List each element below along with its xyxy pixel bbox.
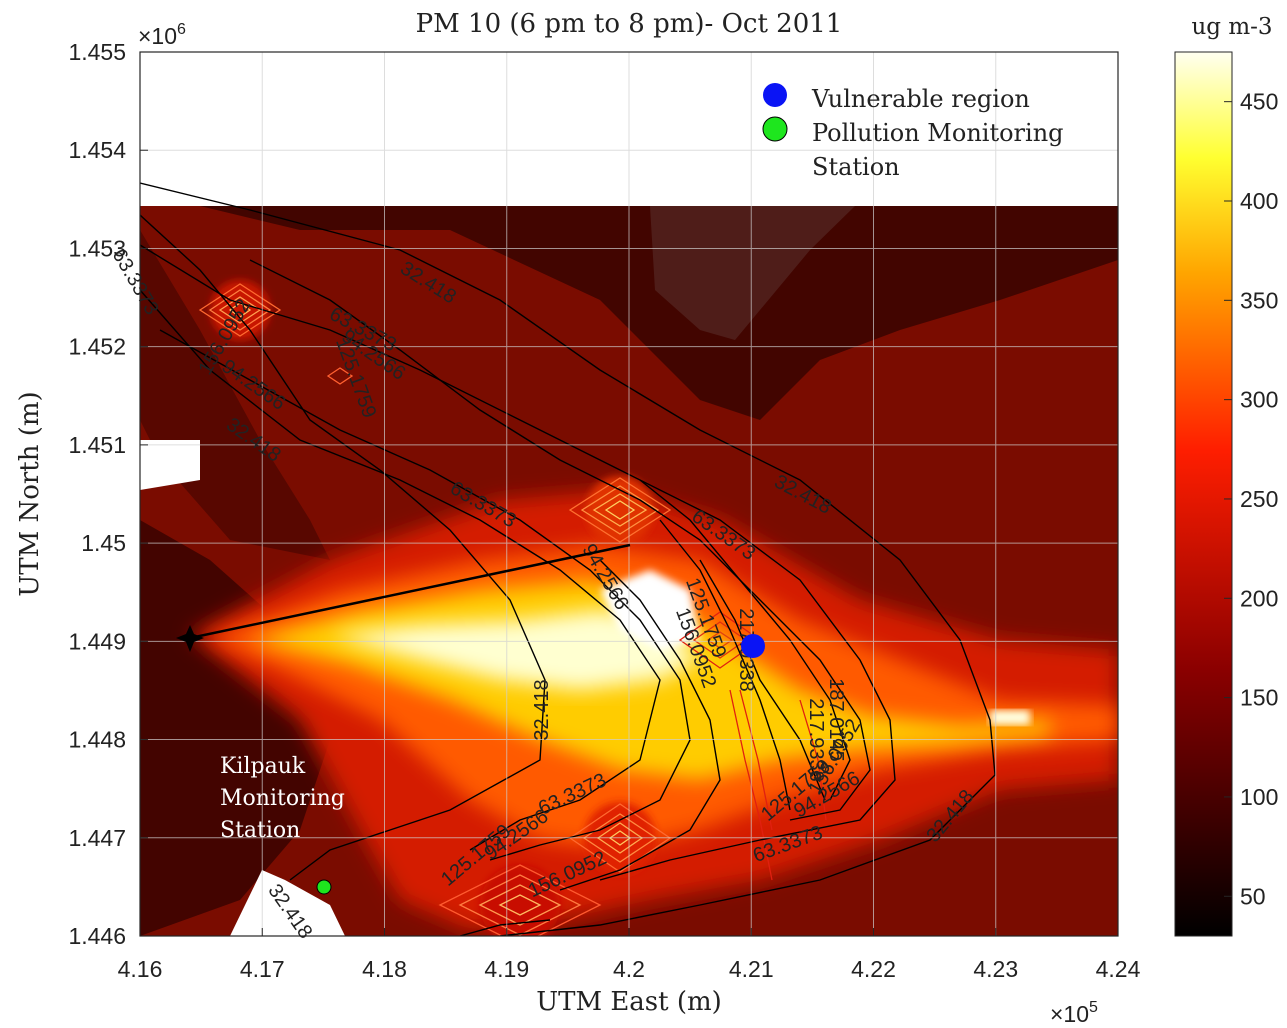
y-tick-label-9: 1.455 xyxy=(68,39,126,65)
x-tick-label-1: 4.17 xyxy=(240,956,285,982)
x-tick-label-7: 4.23 xyxy=(973,956,1018,982)
contour-line-63b xyxy=(140,289,661,851)
kilpauk-label-line-1: Kilpauk xyxy=(220,754,306,779)
contour-label-25: 187.0145 xyxy=(825,678,847,761)
legend-vulnerable-marker xyxy=(763,83,787,107)
colorbar-tick-label-8: 450 xyxy=(1240,89,1278,115)
contour-line-156 xyxy=(659,519,791,811)
field-dark-west xyxy=(140,520,330,936)
colorbar-tick-label-1: 100 xyxy=(1240,784,1278,810)
contour-line-187 xyxy=(699,559,826,801)
x-tick-label-4: 4.2 xyxy=(613,956,645,982)
x-tick-label-2: 4.18 xyxy=(362,956,407,982)
field-gap-bottom xyxy=(230,870,345,936)
source-to-plume-line xyxy=(189,543,631,640)
x-tick-label-0: 4.16 xyxy=(118,956,163,982)
monitoring-station-marker xyxy=(316,879,332,895)
contour-line-32b xyxy=(140,214,546,881)
y-tick-label-0: 1.446 xyxy=(68,923,126,949)
field-hotspot-east xyxy=(990,710,1030,725)
contour-line-125c xyxy=(459,919,551,936)
field-plume-peak xyxy=(600,570,700,650)
colorbar-tick-label-4: 250 xyxy=(1240,486,1278,512)
legend-vulnerable-label: Vulnerable region xyxy=(811,85,1030,113)
field-gap-left xyxy=(140,440,200,490)
contour-label-27: 217.9338 xyxy=(805,698,827,781)
x-tick-label-3: 4.19 xyxy=(484,956,529,982)
contour-line-125a xyxy=(639,479,851,801)
colorbar-tick-label-2: 150 xyxy=(1240,685,1278,711)
contour-label-3: 32.418 xyxy=(531,679,553,740)
y-exponent-label: ×106 xyxy=(138,21,186,49)
vulnerable-region-marker xyxy=(741,634,765,658)
colorbar-unit-label: ug m-3 xyxy=(1191,14,1272,40)
y-tick-label-1: 1.447 xyxy=(68,825,126,851)
legend-station-label: Pollution Monitoring Station xyxy=(812,119,1071,181)
y-axis-ticks: 1.446 1.447 1.448 1.449 1.45 1.451 1.452 1.453 1… xyxy=(68,39,148,949)
colorbar-tick-label-7: 400 xyxy=(1240,188,1278,214)
contour-line-94a xyxy=(249,259,871,821)
chart-title: PM 10 (6 pm to 8 pm)- Oct 2011 xyxy=(416,9,843,39)
colorbar-tick-label-5: 300 xyxy=(1240,387,1278,413)
contour-line-94b xyxy=(159,329,691,861)
y-tick-label-4: 1.45 xyxy=(81,530,126,556)
field-hotspot-north xyxy=(586,476,654,544)
kilpauk-label-line-3: Station xyxy=(220,818,300,843)
source-star-marker xyxy=(176,625,204,652)
y-tick-label-6: 1.452 xyxy=(68,334,126,360)
y-tick-label-8: 1.454 xyxy=(68,137,126,163)
contour-line-125b xyxy=(559,559,721,891)
x-tick-label-5: 4.21 xyxy=(729,956,774,982)
y-tick-label-7: 1.453 xyxy=(68,235,126,261)
y-tick-label-5: 1.451 xyxy=(68,432,126,458)
kilpauk-label-line-2: Monitoring xyxy=(220,786,345,811)
x-axis-ticks: 4.16 4.17 4.18 4.19 4.2 4.21 4.22 4.23 4.24 xyxy=(118,928,1141,982)
y-tick-label-3: 1.449 xyxy=(68,628,126,654)
field-hotspot-southwest xyxy=(480,865,560,936)
x-axis-label: UTM East (m) xyxy=(536,987,722,1017)
x-exponent-label: ×105 xyxy=(1050,999,1098,1027)
field-plume-core xyxy=(330,610,700,690)
diamond-group-north xyxy=(568,477,672,543)
legend: Vulnerable region Pollution Monitoring S… xyxy=(762,83,1071,181)
diamond-group-nw2 xyxy=(326,367,354,385)
colorbar-tick-label-3: 200 xyxy=(1240,585,1278,611)
colorbar-tick-label-6: 350 xyxy=(1240,287,1278,313)
x-tick-label-6: 4.22 xyxy=(851,956,896,982)
y-tick-label-2: 1.448 xyxy=(68,727,126,753)
contour-line-63a xyxy=(140,244,896,881)
colorbar-ticks: 50 100 150 200 250 300 350 400 450 xyxy=(1224,89,1278,909)
x-tick-label-8: 4.24 xyxy=(1096,956,1141,982)
colorbar: 50 100 150 200 250 300 350 400 450 ug m-3 xyxy=(1174,14,1278,937)
y-axis-label: UTM North (m) xyxy=(15,391,45,596)
colorbar-gradient xyxy=(1174,51,1233,937)
field-hotspot-nw xyxy=(210,280,270,340)
contour-lines xyxy=(140,182,996,936)
legend-station-marker xyxy=(762,116,788,142)
contour-line-32a xyxy=(140,182,996,936)
colorbar-tick-label-0: 50 xyxy=(1240,883,1266,909)
